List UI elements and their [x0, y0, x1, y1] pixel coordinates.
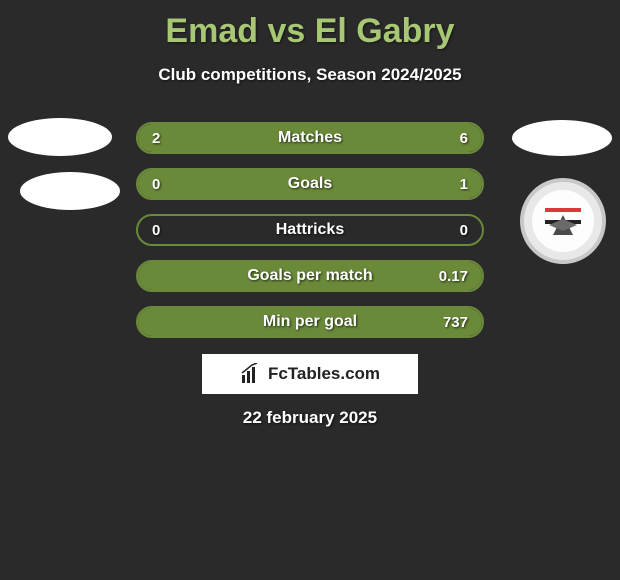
stats-panel: 2Matches60Goals10Hattricks0Goals per mat… [136, 122, 484, 352]
stat-label: Goals per match [138, 267, 482, 285]
team-left-logo-2 [20, 172, 120, 210]
stat-label: Goals [138, 175, 482, 193]
stat-row: 0Goals1 [136, 168, 484, 200]
stat-value-right: 0 [460, 222, 468, 239]
team-left-logo-1 [8, 118, 112, 156]
stat-row: 2Matches6 [136, 122, 484, 154]
brand-text: FcTables.com [268, 364, 380, 384]
stat-label: Min per goal [138, 313, 482, 331]
page-subtitle: Club competitions, Season 2024/2025 [0, 65, 620, 85]
brand-badge: FcTables.com [202, 354, 418, 394]
team-right-logo-1 [512, 120, 612, 156]
stat-value-right: 1 [460, 176, 468, 193]
snapshot-date: 22 february 2025 [0, 408, 620, 428]
stat-row: Goals per match0.17 [136, 260, 484, 292]
stat-label: Hattricks [138, 221, 482, 239]
chart-bars-icon [240, 363, 262, 385]
eagle-emblem-icon [543, 201, 583, 241]
stat-row: Min per goal737 [136, 306, 484, 338]
stat-value-right: 737 [443, 314, 468, 331]
team-right-logo-2 [520, 178, 606, 264]
stat-value-right: 6 [460, 130, 468, 147]
page-title: Emad vs El Gabry [0, 0, 620, 51]
stat-value-right: 0.17 [439, 268, 468, 285]
stat-label: Matches [138, 129, 482, 147]
stat-row: 0Hattricks0 [136, 214, 484, 246]
